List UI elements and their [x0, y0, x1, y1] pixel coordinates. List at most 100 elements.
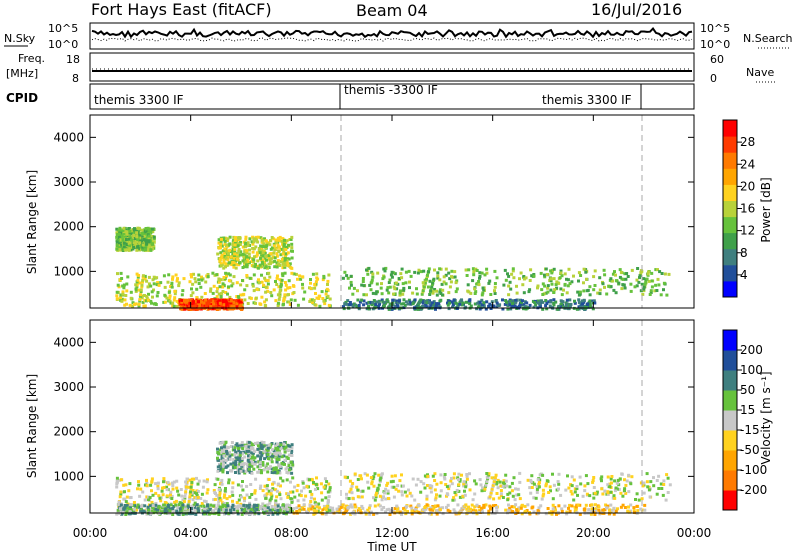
- power-cell: [138, 233, 142, 237]
- velocity-cell: [190, 507, 194, 510]
- velocity-cell: [282, 454, 286, 458]
- power-cell: [155, 283, 159, 287]
- power-cell: [432, 302, 436, 306]
- velocity-cell: [251, 454, 255, 458]
- power-cell: [421, 289, 425, 292]
- power-cell: [309, 298, 313, 302]
- power-cell: [152, 237, 156, 241]
- power-cell: [314, 292, 317, 295]
- velocity-cell: [230, 505, 234, 509]
- power-cell: [272, 288, 276, 292]
- velocity-cell: [143, 504, 147, 508]
- velocity-cell: [445, 505, 448, 509]
- power-cell: [557, 281, 561, 285]
- velocity-cell: [270, 494, 274, 498]
- power-cell: [380, 292, 384, 296]
- velocity-cell: [292, 507, 296, 511]
- power-cell: [135, 235, 139, 239]
- velocity-cell: [213, 490, 217, 494]
- power-cell: [532, 305, 536, 309]
- velocity-cell: [221, 464, 225, 468]
- velocity-cell: [529, 480, 533, 484]
- power-cell: [427, 301, 431, 304]
- power-cell: [237, 295, 240, 299]
- velocity-cell: [128, 512, 132, 516]
- power-cell: [173, 292, 177, 296]
- velocity-cell: [591, 479, 595, 482]
- power-cell: [232, 256, 236, 260]
- power-cell: [545, 273, 549, 276]
- power-cell: [191, 302, 195, 306]
- velocity-cell: [266, 449, 270, 453]
- velocity-cell: [123, 497, 127, 501]
- power-cell: [613, 270, 616, 274]
- velocity-cell: [235, 442, 239, 446]
- power-cell: [416, 271, 420, 275]
- velocity-cell: [285, 509, 289, 513]
- power-cell: [136, 244, 140, 248]
- power-cell: [120, 297, 124, 301]
- velocity-cell: [123, 490, 126, 494]
- power-cell: [533, 301, 537, 304]
- power-cell: [638, 274, 642, 278]
- power-cell: [351, 292, 355, 296]
- velocity-cell: [468, 472, 471, 476]
- power-cell: [485, 300, 489, 304]
- power-cell: [485, 271, 489, 275]
- power-cell: [549, 277, 553, 281]
- power-cell: [177, 284, 181, 288]
- velocity-cell: [221, 501, 225, 505]
- velocity-cell: [262, 506, 266, 510]
- power-cell: [303, 290, 307, 294]
- power-cell: [473, 292, 477, 295]
- velocity-cell: [284, 445, 288, 449]
- velocity-colorbar-tick-label: -100: [740, 463, 767, 477]
- power-cell: [227, 279, 231, 283]
- velocity-cell: [603, 508, 607, 512]
- power-cell: [216, 300, 220, 304]
- velocity-cell: [630, 475, 634, 479]
- velocity-cell: [159, 509, 163, 513]
- power-cell: [348, 286, 351, 290]
- velocity-cell: [380, 473, 384, 477]
- power-cell: [549, 288, 553, 292]
- power-cell: [563, 282, 567, 286]
- power-cell: [267, 254, 271, 258]
- power-cell: [520, 300, 523, 304]
- power-cell: [223, 251, 227, 255]
- velocity-cell: [195, 476, 198, 480]
- power-cell: [171, 301, 175, 305]
- velocity-cell: [218, 494, 222, 497]
- power-cell: [189, 273, 193, 277]
- power-colorbar-swatch: [723, 264, 737, 282]
- power-cell: [482, 301, 486, 305]
- velocity-cell: [337, 507, 341, 511]
- velocity-cell: [242, 450, 246, 454]
- power-cell: [231, 300, 235, 304]
- velocity-cell: [314, 487, 317, 491]
- power-cell: [404, 300, 408, 304]
- power-cell: [260, 246, 264, 250]
- power-cell: [514, 299, 518, 302]
- power-cell: [221, 282, 225, 286]
- power-ylabel: Slant Range [km]: [25, 170, 39, 274]
- power-cell: [256, 266, 260, 270]
- power-cell: [140, 235, 144, 239]
- power-cell: [139, 288, 143, 292]
- velocity-cell: [446, 503, 450, 507]
- velocity-cell: [206, 488, 210, 492]
- velocity-cell: [278, 464, 282, 468]
- velocity-cell: [621, 503, 625, 507]
- velocity-cell: [594, 509, 597, 513]
- velocity-cell: [515, 508, 519, 512]
- power-cell: [311, 272, 315, 276]
- power-cell: [438, 267, 442, 271]
- power-cell: [298, 274, 302, 278]
- velocity-cell: [191, 498, 195, 502]
- velocity-cell: [146, 505, 150, 509]
- power-cell: [241, 245, 245, 249]
- velocity-cell: [263, 457, 267, 461]
- power-cell: [639, 269, 643, 273]
- velocity-cell: [662, 483, 666, 486]
- velocity-cell: [194, 496, 198, 500]
